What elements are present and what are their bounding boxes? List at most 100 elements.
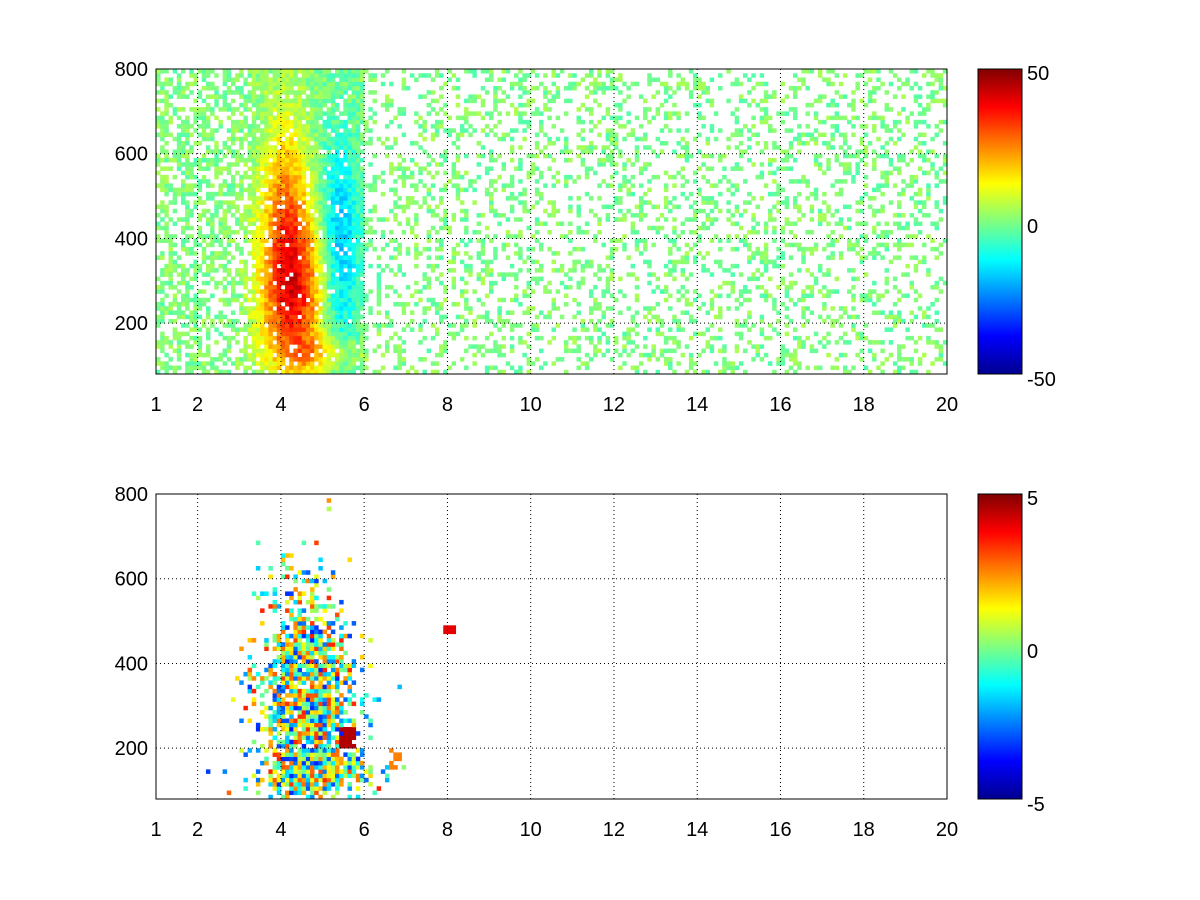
- heatmap-cell: [647, 318, 652, 324]
- heatmap-cell: [543, 221, 548, 227]
- heatmap-cell: [243, 327, 248, 332]
- heatmap-cell: [792, 107, 798, 112]
- heatmap-cell: [310, 179, 315, 184]
- heatmap-cell: [701, 162, 706, 167]
- heatmap-cell: [222, 141, 228, 146]
- heatmap-cell: [176, 306, 182, 311]
- heatmap-cell: [763, 255, 769, 260]
- heatmap-cell: [330, 310, 336, 315]
- heatmap-cell: [434, 306, 440, 311]
- heatmap-cell: [464, 280, 469, 286]
- heatmap-cell: [247, 310, 253, 315]
- heatmap-cell: [297, 238, 303, 243]
- heatmap-cell: [289, 255, 294, 260]
- heatmap-cell: [326, 107, 332, 112]
- heatmap-cell: [355, 268, 361, 273]
- heatmap-cell: [222, 200, 228, 205]
- heatmap-cell: [426, 153, 432, 159]
- heatmap-cell: [439, 196, 444, 201]
- heatmap-cell: [713, 361, 719, 366]
- heatmap-cell: [168, 217, 173, 222]
- heatmap-cell: [576, 246, 581, 252]
- heatmap-cell: [464, 98, 469, 104]
- heatmap-cell: [559, 268, 565, 273]
- heatmap-cell: [164, 335, 169, 341]
- heatmap-cell: [260, 340, 265, 345]
- heatmap-cell: [355, 191, 361, 197]
- heatmap-cell: [193, 191, 198, 197]
- heatmap-cell: [447, 268, 452, 273]
- heatmap-cell: [280, 323, 286, 328]
- heatmap-cell: [364, 293, 369, 299]
- heatmap-cell: [260, 229, 265, 235]
- heatmap-cell: [305, 153, 311, 159]
- heatmap-cell: [501, 352, 506, 358]
- heatmap-cell: [697, 111, 702, 116]
- heatmap-cell: [160, 365, 165, 371]
- heatmap-cell: [422, 128, 427, 133]
- heatmap-cell: [272, 348, 278, 354]
- heatmap-cell: [568, 157, 573, 163]
- heatmap-cell: [551, 73, 556, 78]
- heatmap-cell: [235, 208, 240, 214]
- heatmap-cell: [210, 255, 215, 260]
- heatmap-cell: [609, 77, 615, 83]
- heatmap-cell: [355, 183, 361, 188]
- heatmap-cell: [343, 132, 348, 138]
- heatmap-cell: [401, 340, 407, 345]
- heatmap-cell: [255, 115, 261, 121]
- heatmap-cell: [285, 107, 290, 112]
- heatmap-cell: [680, 81, 686, 87]
- heatmap-cell: [443, 183, 448, 188]
- heatmap-cell: [767, 335, 773, 341]
- heatmap-cell: [326, 213, 332, 218]
- heatmap-cell: [172, 174, 178, 180]
- heatmap-cell: [318, 225, 323, 231]
- heatmap-cell: [314, 90, 319, 95]
- heatmap-cell: [697, 94, 702, 99]
- heatmap-cell: [180, 200, 186, 205]
- heatmap-cell: [310, 255, 315, 260]
- heatmap-cell: [638, 200, 644, 205]
- heatmap-cell: [809, 310, 815, 315]
- heatmap-cell: [655, 369, 661, 375]
- heatmap-cell: [497, 310, 502, 315]
- heatmap-cell: [243, 323, 248, 328]
- heatmap-cell: [339, 310, 344, 315]
- heatmap-cell: [297, 157, 303, 163]
- heatmap-cell: [480, 301, 486, 307]
- heatmap-cell: [730, 213, 735, 218]
- heatmap-cell: [601, 268, 606, 273]
- heatmap-cell: [285, 280, 290, 286]
- heatmap-cell: [701, 174, 706, 180]
- heatmap-cell: [318, 73, 323, 78]
- heatmap-cell: [239, 196, 244, 201]
- heatmap-cell: [339, 119, 344, 125]
- heatmap-cell: [318, 365, 323, 371]
- heatmap-cell: [468, 310, 473, 315]
- heatmap-cell: [355, 335, 361, 341]
- heatmap-cell: [718, 259, 723, 265]
- heatmap-cell: [264, 73, 269, 78]
- heatmap-cell: [526, 124, 531, 129]
- heatmap-cell: [509, 310, 515, 315]
- heatmap-cell: [289, 124, 294, 129]
- heatmap-cell: [501, 183, 506, 188]
- heatmap-cell: [310, 246, 315, 252]
- heatmap-cell: [526, 369, 531, 375]
- heatmap-cell: [514, 217, 519, 222]
- heatmap-cell: [156, 77, 161, 83]
- heatmap-cell: [734, 234, 740, 239]
- heatmap-cell: [210, 136, 215, 142]
- heatmap-cell: [493, 157, 498, 163]
- heatmap-cell: [472, 94, 477, 99]
- heatmap-cell: [289, 166, 294, 171]
- heatmap-cell: [276, 149, 282, 155]
- heatmap-cell: [501, 369, 506, 375]
- heatmap-cell: [185, 85, 190, 91]
- heatmap-cell: [784, 200, 790, 205]
- heatmap-cell: [376, 327, 382, 332]
- heatmap-cell: [455, 331, 461, 337]
- heatmap-cell: [792, 301, 798, 307]
- heatmap-cell: [759, 344, 765, 349]
